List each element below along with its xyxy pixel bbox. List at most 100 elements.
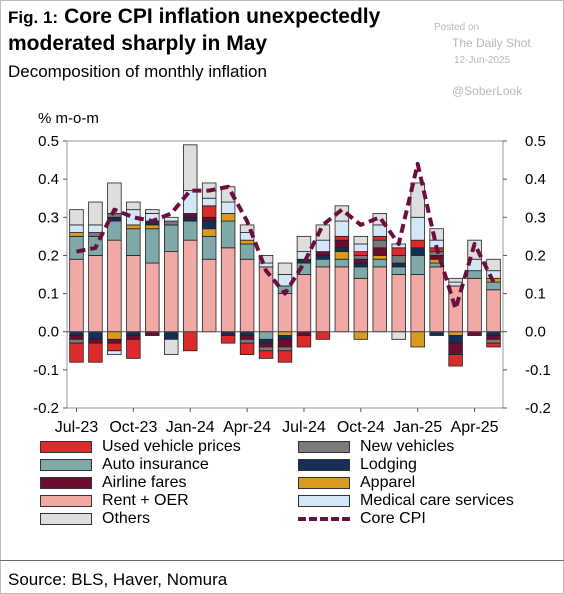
bar-segment-others <box>429 228 444 241</box>
bar-segment-apparel <box>239 239 255 245</box>
legend-label: Airline fares <box>102 474 187 491</box>
bar-segment-used-vehicle <box>239 342 255 355</box>
bar-segment-apparel <box>220 213 236 222</box>
bar-segment-apparel <box>107 331 122 340</box>
bar-segment-airline-fares <box>372 247 388 256</box>
bar-segment-others <box>277 262 293 275</box>
bar-segment-lodging <box>201 220 217 230</box>
bar-segment-auto-insurance <box>107 220 122 241</box>
bar-segment-rent-oer <box>429 266 444 333</box>
y-tick-label-left: 0.4 <box>38 171 59 188</box>
bar-segment-new-vehicles <box>277 346 293 352</box>
bar-segment-airline-fares <box>296 331 312 336</box>
bar-segment-lodging <box>126 331 141 336</box>
bar-segment-lodging <box>410 247 425 256</box>
x-tick-label: Jul-23 <box>55 419 99 436</box>
bar-segment-medical <box>315 239 331 253</box>
chart-title: Fig. 1: Core CPI inflation unexpectedly m… <box>8 4 428 57</box>
bar-segment-auto-insurance <box>201 235 217 260</box>
bar-segment-auto-insurance <box>145 228 160 264</box>
bar-segment-apparel <box>334 251 350 260</box>
bar-segment-auto-insurance <box>334 258 350 268</box>
y-axis-unit-label: % m-o-m <box>38 110 99 127</box>
bar-segment-others <box>448 277 463 283</box>
legend-swatch <box>298 459 350 471</box>
bar-segment-others <box>353 235 369 245</box>
legend-swatch <box>298 517 350 521</box>
bar-segment-airline-fares <box>69 335 84 340</box>
bar-segment-rent-oer <box>220 247 236 333</box>
bar-segment-apparel <box>277 331 293 336</box>
bar-segment-used-vehicle <box>258 350 274 359</box>
bar-segment-auto-insurance <box>258 331 274 340</box>
bar-segment-rent-oer <box>164 251 179 333</box>
legend-swatch <box>40 477 92 489</box>
y-tick-label-left: 0.5 <box>38 133 59 150</box>
bar-segment-used-vehicle <box>372 235 388 241</box>
bar-segment-used-vehicle <box>201 205 217 218</box>
x-tick-label: Jul-24 <box>282 419 326 436</box>
bar-segment-auto-insurance <box>164 224 179 253</box>
bar-segment-medical <box>201 197 217 207</box>
bar-segment-apparel <box>201 228 217 237</box>
bar-segment-airline-fares <box>145 331 160 336</box>
bar-segment-airline-fares <box>239 335 255 340</box>
bar-segment-lodging <box>69 331 84 336</box>
watermark-publisher: The Daily Shot <box>452 36 531 50</box>
bar-segment-lodging <box>486 331 501 336</box>
x-tick-label: Jan-24 <box>166 419 215 436</box>
y-tick-label-right: 0.0 <box>525 324 546 341</box>
bar-segment-auto-insurance <box>239 243 255 260</box>
bar-segment-rent-oer <box>372 266 388 333</box>
bar-segment-rent-oer <box>467 277 482 333</box>
bar-segment-auto-insurance <box>220 220 236 249</box>
bar-segment-used-vehicle <box>486 342 501 348</box>
bar-segment-rent-oer <box>239 258 255 333</box>
bar-segment-new-vehicles <box>164 220 179 226</box>
bar-segment-airline-fares <box>486 335 501 340</box>
bar-segment-rent-oer <box>277 293 293 333</box>
bar-segment-apparel <box>145 224 160 230</box>
bar-segment-lodging <box>429 331 444 336</box>
bar-segment-airline-fares <box>315 251 331 256</box>
bar-segment-used-vehicle <box>88 342 103 363</box>
bar-segment-new-vehicles <box>353 255 369 260</box>
bar-segment-auto-insurance <box>467 270 482 279</box>
bar-segment-auto-insurance <box>182 220 198 241</box>
legend-label: New vehicles <box>360 438 455 455</box>
bar-segment-new-vehicles <box>486 338 501 344</box>
x-tick-label: Jan-25 <box>393 419 442 436</box>
legend-label: Auto insurance <box>102 456 209 473</box>
bar-segment-rent-oer <box>410 274 425 333</box>
bar-segment-rent-oer <box>486 289 501 333</box>
chart-subtitle: Decomposition of monthly inflation <box>8 62 267 81</box>
bar-segment-used-vehicle <box>353 251 369 256</box>
bar-segment-used-vehicle <box>448 354 463 367</box>
bar-segment-others <box>164 338 179 356</box>
x-tick-label: Oct-23 <box>109 419 157 436</box>
bar-segment-rent-oer <box>258 266 274 333</box>
bar-segment-airline-fares <box>88 338 103 344</box>
bar-segment-used-vehicle <box>410 239 425 249</box>
bar-segment-apparel <box>372 255 388 260</box>
bar-segment-rent-oer <box>107 239 122 333</box>
legend-swatch <box>298 495 350 507</box>
y-tick-label-right: 0.2 <box>525 247 546 264</box>
bar-segment-others <box>88 201 103 226</box>
bar-segment-new-vehicles <box>69 338 84 344</box>
bar-segment-airline-fares <box>182 213 198 218</box>
bar-segment-lodging <box>391 262 406 268</box>
bar-segment-medical <box>334 220 350 237</box>
bar-segment-others <box>486 258 501 272</box>
bar-segment-used-vehicle <box>277 350 293 363</box>
legend-label: Apparel <box>360 474 416 491</box>
bar-segment-airline-fares <box>258 342 274 348</box>
y-tick-label-right: 0.4 <box>525 171 546 188</box>
y-tick-label-left: -0.1 <box>33 362 59 379</box>
bar-segment-rent-oer <box>353 277 369 333</box>
y-tick-label-right: -0.1 <box>525 362 551 379</box>
chart-legend: Used vehicle prices New vehicles Auto insu… <box>40 438 560 534</box>
bar-segment-new-vehicles <box>258 346 274 352</box>
bar-segment-others <box>182 144 198 191</box>
y-tick-label-right: 0.5 <box>525 133 546 150</box>
